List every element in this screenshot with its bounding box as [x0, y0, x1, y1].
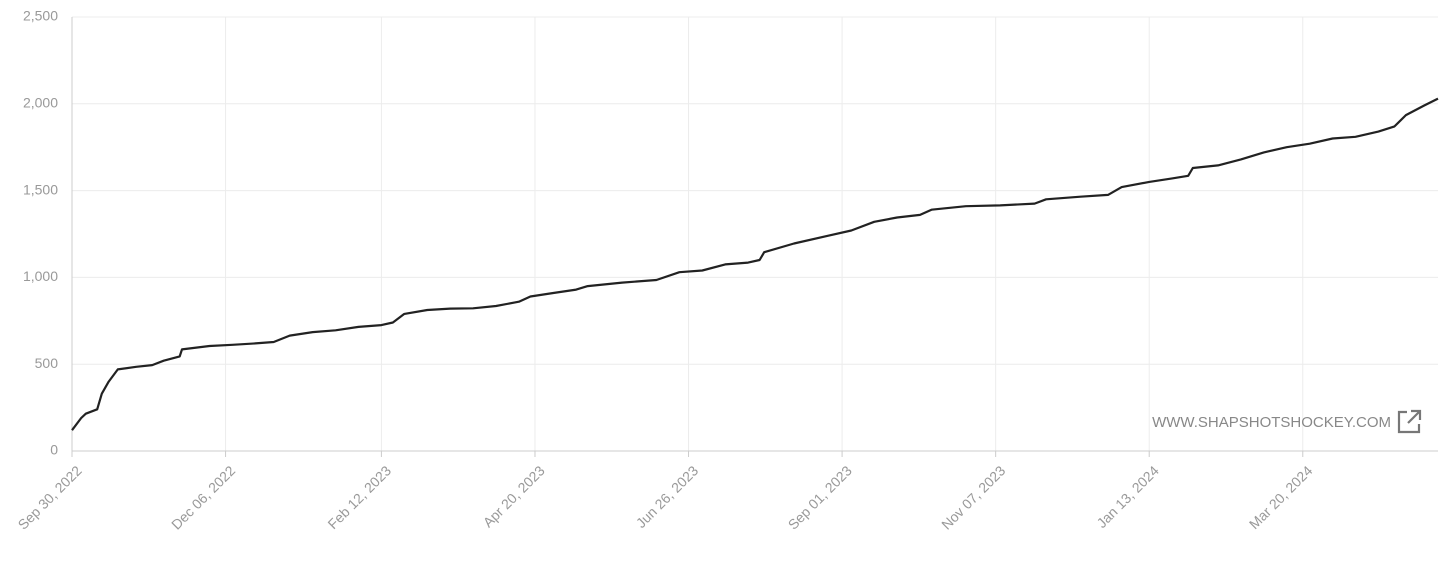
x-tick-label: Nov 07, 2023 — [938, 462, 1008, 532]
y-tick-label: 1,500 — [23, 181, 58, 197]
x-tick-label: Apr 20, 2023 — [480, 462, 548, 530]
y-tick-label: 2,000 — [23, 95, 58, 111]
y-tick-label: 0 — [50, 442, 58, 458]
x-tick-label: Dec 06, 2022 — [168, 462, 238, 532]
line — [71, 97, 1439, 431]
x-tick-label: Jan 13, 2024 — [1093, 462, 1162, 531]
x-tick-label: Sep 30, 2022 — [15, 462, 85, 532]
x-tick-label: Jun 26, 2023 — [633, 462, 702, 531]
y-tick-label: 1,000 — [23, 268, 58, 284]
icon-arrow — [1407, 409, 1422, 424]
y-tick-label: 500 — [35, 355, 59, 371]
icon-box — [1397, 410, 1421, 434]
external-link-icon[interactable] — [1397, 409, 1422, 434]
x-tick-label: Mar 20, 2024 — [1246, 462, 1316, 532]
x-tick-label: Feb 12, 2023 — [324, 462, 394, 532]
y-tick-label: 2,500 — [23, 8, 58, 24]
watermark: WWW.SHAPSHOTSHOCKEY.COM — [1152, 414, 1391, 431]
axes: 0 500 1,000 1,500 2,000 2,500 Sep 30, 2022 Dec … — [15, 8, 1438, 533]
x-tick-label: Sep 01, 2023 — [785, 462, 855, 532]
